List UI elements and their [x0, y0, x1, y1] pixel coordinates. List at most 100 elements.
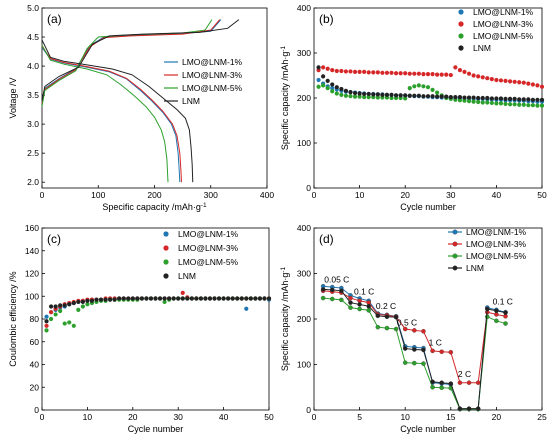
data-point	[85, 302, 90, 307]
y-tick-label: 4.0	[27, 61, 39, 71]
data-point	[530, 97, 535, 102]
data-point	[503, 78, 508, 83]
panel-label: (b)	[319, 12, 334, 26]
data-point	[412, 84, 417, 89]
data-point	[375, 70, 380, 75]
data-point	[457, 68, 463, 73]
data-point	[244, 306, 249, 311]
data-point	[526, 103, 531, 108]
data-point	[80, 299, 85, 305]
x-tick-label: 0	[312, 412, 317, 422]
data-point	[480, 100, 485, 105]
data-point	[393, 326, 399, 332]
data-point	[393, 314, 399, 320]
data-point	[412, 347, 417, 352]
charge-curve	[41, 19, 240, 101]
data-point	[439, 380, 444, 385]
data-point	[321, 74, 326, 79]
y-tick-label: 300	[297, 48, 311, 58]
x-tick-label: 100	[91, 190, 105, 200]
data-point	[457, 95, 463, 100]
data-point	[339, 86, 344, 92]
data-point	[139, 296, 144, 301]
series-LNM	[320, 287, 508, 411]
data-point	[135, 296, 140, 301]
data-point	[402, 360, 408, 365]
data-point	[448, 72, 453, 78]
data-point	[366, 70, 371, 75]
data-point	[216, 296, 222, 301]
data-point	[67, 302, 72, 307]
series-LNM	[41, 19, 240, 183]
data-point	[439, 72, 444, 77]
data-point	[366, 308, 371, 313]
data-point	[180, 296, 185, 301]
data-point	[375, 324, 381, 330]
data-point	[430, 87, 435, 92]
y-tick-label: 2.0	[27, 177, 39, 187]
data-point	[153, 296, 158, 301]
y-tick-label: 120	[25, 269, 39, 279]
y-tick-label: 5.0	[27, 3, 39, 13]
data-point	[489, 96, 494, 101]
data-point	[339, 92, 344, 97]
data-point	[380, 70, 385, 75]
x-tick-label: 40	[219, 412, 229, 422]
data-point	[334, 85, 339, 90]
data-point	[384, 70, 390, 75]
y-tick-label: 3.5	[27, 90, 39, 100]
data-point	[407, 86, 412, 91]
data-point	[476, 99, 481, 105]
data-point	[262, 296, 267, 301]
data-point	[444, 72, 449, 77]
data-point	[352, 69, 358, 74]
data-point	[393, 71, 399, 76]
data-point	[366, 95, 371, 100]
data-point	[539, 103, 545, 108]
data-point	[448, 381, 454, 386]
y-tick-label: 160	[25, 223, 39, 233]
legend-label: LMO@LNM-1%	[473, 7, 534, 17]
data-point	[398, 71, 403, 76]
x-tick-label: 200	[147, 190, 161, 200]
data-point	[412, 71, 417, 76]
data-point	[402, 346, 408, 351]
x-tick-label: 0	[40, 412, 45, 422]
data-point	[58, 308, 63, 314]
data-point	[476, 74, 481, 79]
data-point	[393, 93, 399, 98]
y-tick-label: 100	[297, 360, 311, 370]
legend-label: LMO@LNM-1%	[182, 57, 243, 67]
data-point	[244, 296, 249, 301]
data-point	[103, 297, 108, 302]
data-point	[517, 97, 522, 102]
data-point	[416, 93, 421, 98]
data-point	[526, 97, 531, 102]
data-point	[320, 287, 326, 292]
y-tick-label: 0	[34, 405, 39, 415]
data-point	[44, 323, 49, 328]
panel-1: 0 10 20 30 40 50 0 100 200 300 400 Cycle number Spec…	[280, 3, 547, 212]
data-point	[494, 77, 499, 83]
x-tick-label: 20	[492, 412, 502, 422]
data-point	[521, 80, 526, 85]
legend-label: LMO@LNM-5%	[466, 251, 527, 261]
x-axis-label: Cycle number	[400, 424, 456, 434]
data-point	[435, 90, 440, 95]
data-point	[207, 296, 213, 301]
data-point	[375, 313, 381, 319]
data-point	[253, 296, 258, 301]
data-point	[329, 287, 335, 293]
data-point	[421, 94, 426, 99]
legend-swatch	[458, 21, 464, 27]
x-tick-label: 15	[446, 412, 456, 422]
data-point	[67, 320, 72, 325]
data-point	[76, 299, 81, 305]
legend-label: LMO@LNM-3%	[182, 70, 243, 80]
data-point	[53, 304, 58, 309]
data-point	[485, 100, 490, 105]
legend-label: LMO@LNM-5%	[473, 31, 534, 41]
data-point	[321, 65, 326, 70]
data-point	[348, 295, 353, 301]
data-point	[416, 83, 421, 88]
